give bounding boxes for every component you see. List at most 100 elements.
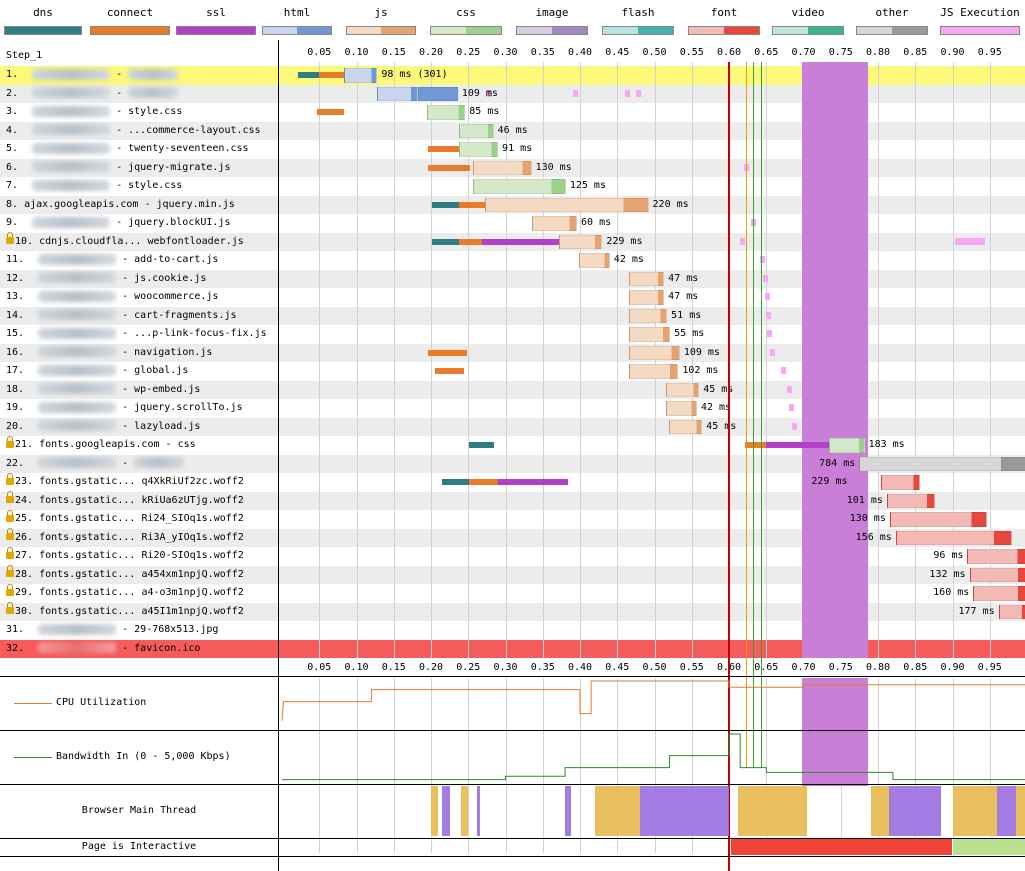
bar-font	[967, 549, 1025, 564]
request-path: css	[177, 439, 196, 450]
gridline	[542, 62, 544, 658]
gridline	[691, 62, 693, 658]
duration-label: 156 ms	[855, 531, 892, 543]
request-row	[0, 565, 1025, 584]
request-host: fonts.gstatic...	[33, 531, 136, 543]
tick-label-bottom: 0.90	[940, 662, 965, 673]
request-row	[0, 214, 1025, 233]
request-path: a45I1m1npjQ.woff2	[141, 605, 244, 617]
panel-gridline	[691, 678, 693, 853]
lock-icon	[6, 565, 14, 577]
request-host: fonts.gstatic...	[33, 550, 136, 561]
request-number: 22.	[6, 457, 31, 469]
duration-label: 229 ms	[606, 235, 643, 247]
bar-connect	[468, 479, 499, 485]
request-path	[134, 457, 185, 468]
request-host: fonts.gstatic...	[33, 494, 136, 506]
request-label: 28. fonts.gstatic... a454xm1npjQ.woff2	[6, 565, 244, 584]
request-number: 31.	[6, 624, 31, 635]
request-number: 1.	[6, 69, 25, 80]
js-execution-mark	[766, 311, 772, 319]
legend-swatch-html	[262, 26, 332, 35]
request-number: 13.	[6, 291, 31, 302]
request-label: 26. fonts.gstatic... Ri3A_yIOq1s.woff2	[6, 528, 244, 547]
gridline	[505, 62, 507, 658]
request-path: style.css	[128, 180, 183, 191]
legend-label-js: js	[374, 6, 388, 19]
request-label: 30. fonts.gstatic... a45I1m1npjQ.woff2	[6, 602, 244, 621]
panel-divider	[0, 730, 1025, 731]
tick-label-bottom: 0.25	[456, 662, 481, 673]
js-execution-mark	[764, 293, 770, 300]
request-number: 28.	[15, 568, 34, 580]
request-row	[0, 436, 1025, 455]
request-row	[0, 510, 1025, 529]
request-row	[0, 121, 1025, 140]
request-label: 23. fonts.gstatic... q4XkRiUf2zc.woff2	[6, 472, 244, 491]
duration-label: 96 ms	[933, 550, 964, 561]
request-label: 31. - 29-768x513.jpg	[6, 621, 218, 639]
bar-js	[665, 382, 700, 397]
request-label: 29. fonts.gstatic... a4-o3m1npjQ.woff2	[6, 583, 244, 602]
panel-gridline	[356, 678, 358, 853]
request-path: jquery.scrollTo.js	[134, 402, 243, 413]
js-execution-mark	[787, 385, 793, 393]
tick-label-bottom: 0.65	[754, 662, 779, 673]
host-path-separator: -	[116, 328, 135, 339]
duration-label: 91 ms	[502, 143, 533, 154]
bar-ssl	[498, 479, 569, 485]
legend-swatch-connect	[90, 26, 170, 35]
bar-css	[427, 105, 466, 120]
request-host: fonts.googleapis.com	[33, 439, 160, 450]
duration-label: 46 ms	[497, 124, 528, 136]
request-row	[0, 380, 1025, 399]
host-path-separator: -	[116, 402, 135, 413]
host-path-separator: -	[110, 143, 129, 154]
host-path-separator: -	[116, 309, 135, 321]
duration-label: 45 ms	[706, 420, 737, 432]
request-path: 29-768x513.jpg	[134, 624, 219, 635]
js-execution-mark	[763, 274, 769, 282]
bar-css	[459, 123, 494, 138]
request-path	[128, 87, 179, 98]
request-label: 4. - ...commerce-layout.css	[6, 122, 261, 140]
bar-dns	[298, 72, 320, 78]
request-number: 26.	[15, 531, 34, 543]
tick-label-bottom: 0.70	[791, 662, 816, 673]
request-number: 30.	[15, 605, 34, 617]
tick-label-bottom: 0.50	[642, 662, 667, 673]
request-label: 10. cdnjs.cloudfla... webfontloader.js	[6, 232, 244, 251]
request-number: 12.	[6, 272, 31, 284]
duration-label: 132 ms	[929, 568, 966, 580]
panel-gridline	[915, 678, 917, 853]
redacted-host	[38, 383, 117, 394]
request-path: jquery.blockUI.js	[128, 217, 231, 228]
main-thread-activity	[889, 786, 942, 836]
request-row	[0, 547, 1025, 566]
redacted-host	[38, 364, 117, 376]
request-label: 15. - ...p-link-focus-fix.js	[6, 325, 267, 343]
redacted-host	[38, 623, 117, 635]
bar-font	[973, 586, 1025, 601]
bar-js	[629, 308, 668, 323]
request-path	[128, 68, 179, 80]
duration-label: 51 ms	[671, 309, 702, 321]
bar-js	[629, 345, 680, 360]
step-label: Step_1	[6, 50, 43, 61]
bar-html	[343, 68, 378, 83]
main-thread-activity	[460, 786, 469, 836]
request-row	[0, 140, 1025, 159]
tick-label-top: 0.75	[828, 47, 853, 58]
panel-gridline	[431, 678, 432, 853]
lock-icon	[6, 435, 14, 448]
request-path: cart-fragments.js	[134, 309, 237, 321]
redacted-host	[32, 142, 111, 154]
request-label: 25. fonts.gstatic... Ri24_SIOq1s.woff2	[6, 509, 244, 528]
main-thread-activity	[477, 786, 481, 836]
legend-swatch-video	[772, 26, 844, 35]
bar-html	[377, 86, 418, 101]
tick-label-bottom: 0.15	[381, 662, 406, 673]
legend-label-other: other	[875, 6, 909, 19]
panel-gridline	[766, 678, 768, 853]
bar-font	[889, 512, 987, 527]
